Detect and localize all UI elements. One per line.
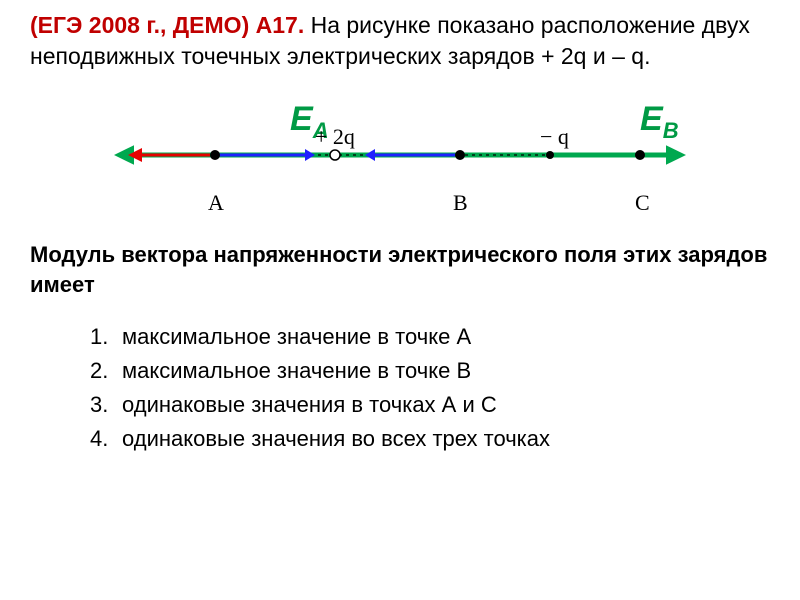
problem-title: (ЕГЭ 2008 г., ДЕМО) А17. На рисунке пока…	[30, 10, 770, 72]
title-source: (ЕГЭ 2008 г., ДЕМО) А17.	[30, 12, 304, 38]
option-3: 3. одинаковые значения в точках А и С	[90, 389, 770, 421]
label-point-B: B	[453, 190, 468, 216]
label-point-A: A	[208, 190, 224, 216]
physics-diagram: EA EB + 2q − q A B C	[100, 100, 700, 220]
option-4: 4. одинаковые значения во всех трех точк…	[90, 423, 770, 455]
option-2: 2. максимальное значение в точке В	[90, 355, 770, 387]
option-4-num: 4.	[90, 423, 122, 455]
option-2-text: максимальное значение в точке В	[122, 355, 471, 387]
label-EB: EB	[640, 100, 679, 140]
option-1: 1. максимальное значение в точке А	[90, 321, 770, 353]
label-EB-sub: B	[663, 118, 679, 143]
option-3-num: 3.	[90, 389, 122, 421]
label-plus2q: + 2q	[315, 124, 355, 150]
option-2-num: 2.	[90, 355, 122, 387]
question-text: Модуль вектора напряженности электрическ…	[30, 240, 770, 299]
diagram-svg	[100, 100, 700, 220]
option-4-text: одинаковые значения во всех трех точках	[122, 423, 550, 455]
label-point-C: C	[635, 190, 650, 216]
label-EA-letter: E	[290, 100, 313, 138]
label-minusq: − q	[540, 124, 569, 150]
option-1-text: максимальное значение в точке А	[122, 321, 471, 353]
label-EB-letter: E	[640, 100, 663, 138]
option-3-text: одинаковые значения в точках А и С	[122, 389, 497, 421]
answer-options: 1. максимальное значение в точке А 2. ма…	[90, 321, 770, 455]
option-1-num: 1.	[90, 321, 122, 353]
